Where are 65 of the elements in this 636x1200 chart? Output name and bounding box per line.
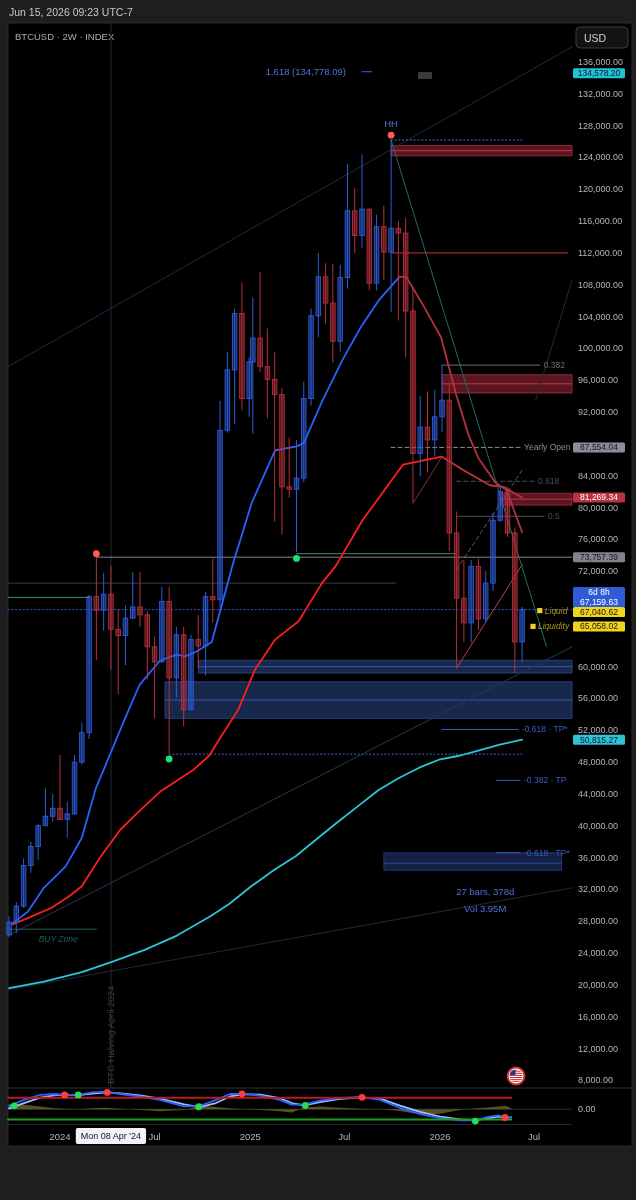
y-tick-label: 87,554.04 [580,442,619,453]
y-tick-label: 40,000.00 [578,820,619,831]
y-tick-label: 108,000.00 [578,279,624,290]
ref-line-label: BTC Halving April 2024 [105,985,117,1084]
y-tick-label: 65,058.02 [580,621,619,632]
series-label: -0.618 · TP* [524,847,571,858]
series-label: 0.382 [543,360,566,371]
y-tick-label: 12,000.00 [578,1043,619,1054]
x-tick-label: Jul [527,1130,541,1142]
y-tick-label: 116,000.00 [578,216,623,227]
annotation: 1.618 (134,778.09) [265,66,346,78]
y-tick-label: 16,000.00 [578,1011,619,1022]
y-tick-label: 8,000.00 [578,1075,614,1086]
ref-line-label: 67,159.63 [580,596,619,607]
text: 0.00 [578,1104,596,1115]
y-tick-label: 56,000.00 [578,693,619,704]
y-tick-label: 28,000.00 [578,916,619,927]
y-tick-label: 20,000.00 [578,979,619,990]
x-tick-label: Mon 08 Apr '24 [80,1131,142,1141]
text: 6d 8h [588,586,610,597]
annotation: 27 bars, 378d [456,885,515,897]
y-tick-label: 60,000.00 [578,661,619,672]
y-tick-label: 67,040.62 [580,606,619,617]
x-tick-label: Jul [338,1130,351,1142]
series-label: BUY Zone [38,934,78,945]
x-tick-label: 2026 [429,1130,451,1142]
y-tick-label: 96,000.00 [578,375,619,386]
series-label: 0.5 [547,511,561,522]
y-tick-label: 112,000.00 [578,247,623,258]
y-axis-title: USD [584,31,607,44]
y-tick-label: 120,000.00 [578,184,624,195]
text: BTCUSD · 2W · INDEX [15,30,115,42]
x-tick-label: 2024 [49,1130,71,1142]
y-tick-label: 128,000.00 [578,120,624,131]
y-tick-label: 92,000.00 [578,407,619,418]
series-label: 0.618 [538,476,560,487]
y-tick-label: 32,000.00 [578,884,619,895]
y-tick-label: 48,000.00 [578,757,619,768]
series-label: Yearly Open [524,442,571,453]
series-label: Liquid [544,605,568,616]
y-tick-label: 134,578.20 [577,68,621,79]
y-tick-label: 36,000.00 [578,852,619,863]
series-label: Liquidity [538,621,570,632]
y-tick-label: 136,000.00 [578,56,624,67]
series-label: -0.382 · TP [524,775,567,786]
x-tick-label: 2025 [239,1130,261,1142]
y-tick-label: 44,000.00 [578,788,619,799]
annotation: HH [384,118,399,130]
y-tick-label: 76,000.00 [578,534,619,545]
series-label: -0.618 · TP* [521,724,569,735]
chart-subtitle: Jun 15, 2026 09:23 UTC-7 [9,6,133,18]
y-tick-label: 24,000.00 [578,948,619,959]
y-tick-label: 100,000.00 [578,343,624,354]
annotation: Vol 3.95M [464,903,507,914]
y-tick-label: 81,269.34 [580,492,619,503]
y-tick-label: 50,815.27 [580,734,619,745]
y-tick-label: 84,000.00 [578,470,619,481]
y-tick-label: 80,000.00 [578,502,619,513]
y-tick-label: 132,000.00 [578,88,624,99]
y-tick-label: 104,000.00 [578,311,624,322]
y-tick-label: 72,000.00 [578,566,619,577]
x-tick-label: Jul [148,1130,161,1142]
y-tick-label: 73,757.39 [580,552,619,563]
y-tick-label: 124,000.00 [578,152,624,163]
y-tick-label: 52,000.00 [578,725,619,736]
